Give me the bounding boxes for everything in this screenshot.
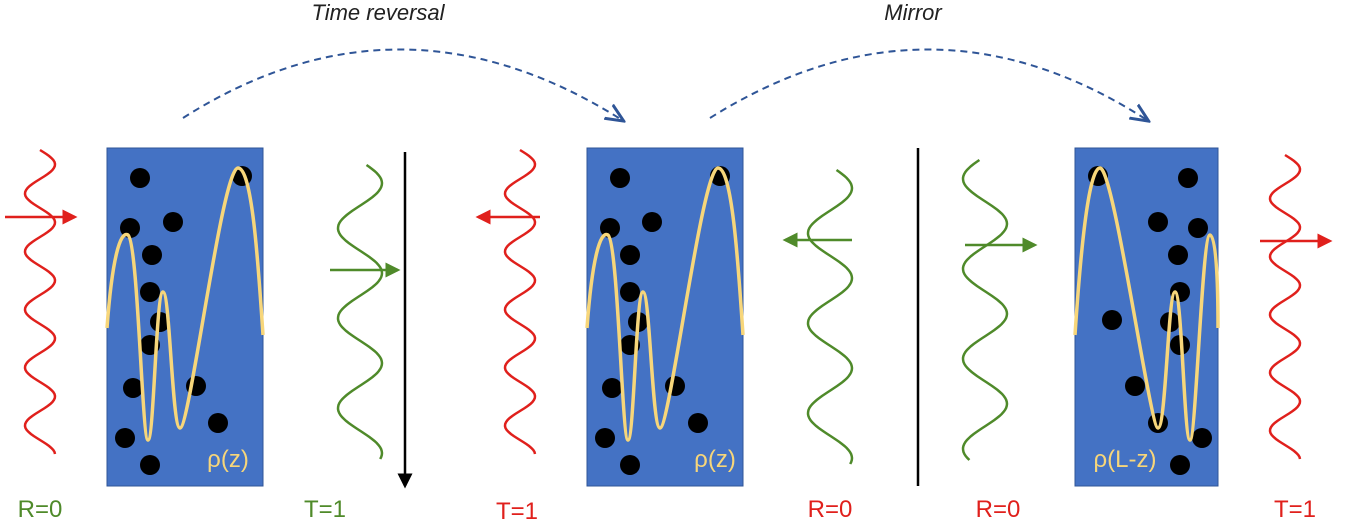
scatterer (1192, 428, 1212, 448)
scatterer (620, 245, 640, 265)
wave (808, 170, 852, 464)
scatterer (1102, 310, 1122, 330)
coefficient-label: T=1 (496, 498, 538, 525)
scatterer (1170, 455, 1190, 475)
scatterer (130, 168, 150, 188)
scatterer (1125, 376, 1145, 396)
scatterer (140, 455, 160, 475)
wave (505, 150, 535, 454)
scatterer (163, 212, 183, 232)
scatterer (123, 378, 143, 398)
wave (25, 150, 55, 454)
scatterer (610, 168, 630, 188)
scatterer (140, 282, 160, 302)
scatterer (602, 378, 622, 398)
dashed-arrow (183, 49, 622, 120)
scatterer (665, 376, 685, 396)
coefficient-label: T=1 (304, 496, 346, 523)
scatterer (620, 282, 640, 302)
scatterer (115, 428, 135, 448)
scatterer (620, 455, 640, 475)
arrow-label: Time reversal (311, 0, 445, 25)
scatterer (1148, 413, 1168, 433)
scatterer (642, 212, 662, 232)
arrow-label: Mirror (884, 0, 943, 25)
dashed-arrow (710, 49, 1147, 120)
density-label: ρ(L-z) (1094, 446, 1157, 473)
scatterer (1148, 212, 1168, 232)
scatterer (595, 428, 615, 448)
scatterer (688, 413, 708, 433)
density-label: ρ(z) (207, 446, 249, 473)
scatterer (208, 413, 228, 433)
wave (963, 160, 1007, 460)
wave (338, 165, 382, 459)
scatterer (142, 245, 162, 265)
page: Time reversal Mirror ρ(z) ρ(z) ρ(L-z) R=… (0, 0, 1351, 529)
wave (1270, 155, 1300, 459)
coefficient-label: T=1 (1274, 496, 1316, 523)
density-label: ρ(z) (694, 446, 736, 473)
scatterer (1178, 168, 1198, 188)
scatterer (1168, 245, 1188, 265)
coefficient-label: R=0 (18, 496, 63, 523)
scatterer (1188, 218, 1208, 238)
diagram: Time reversal Mirror ρ(z) ρ(z) ρ(L-z) R=… (0, 0, 1351, 529)
coefficient-label: R=0 (808, 496, 853, 523)
coefficient-label: R=0 (976, 496, 1021, 523)
